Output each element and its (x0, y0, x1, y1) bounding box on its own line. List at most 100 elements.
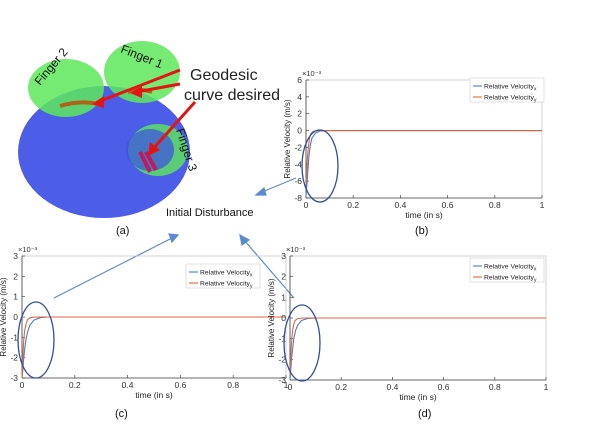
x-tick-label: 1 (540, 200, 545, 210)
x-axis-label: time (in s) (399, 392, 436, 402)
x-tick-label: 0.6 (174, 380, 186, 390)
arrow-head-3 (148, 142, 160, 156)
y-tick-label: -1 (278, 334, 286, 344)
arrow-b-to-label (261, 177, 297, 193)
legend-entry-y: Relative Velocityy (484, 275, 537, 284)
x-axis-label: time (in s) (135, 390, 172, 400)
series-line-velocity-y (21, 316, 286, 379)
arrow-line-3 (150, 100, 197, 152)
legend-entry-y: Relative Velocityy (200, 281, 253, 290)
y-tick-label: -3 (278, 375, 286, 385)
y-exponent-label: ×10⁻³ (302, 69, 322, 78)
arrow-head-2 (130, 86, 142, 98)
series-line-velocity-y (305, 130, 542, 185)
y-tick-label: 1 (13, 292, 18, 302)
x-tick-label: 0.6 (438, 382, 450, 392)
legend-entry-x: Relative Velocityx (484, 264, 537, 273)
legend-subscript-x: x (534, 267, 537, 273)
y-tick-label: 0 (13, 312, 18, 322)
geodesic-annotation-line-2: curve desired (184, 87, 280, 104)
legend-box (469, 257, 545, 283)
y-exponent-label: ×10⁻³ (286, 245, 306, 254)
y-tick-label: -2 (278, 354, 286, 364)
arrow-c-to-label (53, 237, 173, 299)
legend-subscript-y: y (250, 284, 253, 290)
y-axis-label: Relative Velocity (m/s) (0, 277, 8, 356)
series-line-velocity-y (289, 317, 546, 376)
y-axis-label: Relative Velocity (m/s) (267, 278, 276, 357)
legend-box (469, 77, 545, 103)
chart-c: 0 0.2 0.4 0.6 0.8 1 3 2 1 0 -1 -2 -3 ×10⁻³ time (in s)… (0, 245, 289, 400)
y-tick-label: 3 (13, 251, 18, 261)
disturbance-highlight-c (17, 301, 55, 379)
x-tick-label: 0.6 (442, 200, 454, 210)
finger-2-sphere (28, 59, 104, 117)
object-sphere (18, 86, 190, 218)
y-tick-label: 4 (297, 92, 302, 102)
disturbance-highlight-d (283, 304, 321, 382)
x-tick-label: 0.4 (386, 382, 398, 392)
y-tick-label: -3 (10, 373, 18, 383)
legend-entry-x: Relative Velocityx (200, 270, 253, 279)
panel-label-a: (a) (116, 225, 129, 237)
x-tick-label: 0.8 (227, 380, 239, 390)
series-line-velocity-x (21, 316, 286, 379)
legend-subscript-y: y (534, 98, 537, 104)
y-tick-label: -1 (10, 332, 18, 342)
y-tick-label: 2 (13, 271, 18, 281)
x-tick-label: 0.4 (122, 380, 134, 390)
panel-label-d: (d) (418, 408, 431, 420)
arrow-head-1 (92, 96, 104, 108)
y-tick-label: 0 (281, 313, 286, 323)
arrow-b-to-label-head (254, 186, 267, 196)
y-axis-label: Relative Velocity (m/s) (283, 99, 292, 178)
legend-subscript-x: x (250, 273, 253, 279)
connector-arrows (53, 177, 297, 299)
y-tick-label: -2 (10, 353, 18, 363)
panel-label-b: (b) (415, 225, 428, 237)
y-tick-label: 1 (281, 292, 286, 302)
geodesic-annotation-line-1: Geodesic (190, 67, 258, 84)
x-tick-label: 0 (304, 200, 309, 210)
y-tick-label: 2 (297, 109, 302, 119)
y-tick-label: 2 (281, 272, 286, 282)
legend-subscript-y: y (534, 278, 537, 284)
series-line-velocity-x (289, 317, 546, 381)
chart-b: 0 0.2 0.4 0.6 0.8 1 6 4 2 0 -2 -4 -6 -8 ×10⁻³ time (in … (283, 69, 545, 220)
disturbance-highlight-b (301, 129, 339, 203)
x-axis-label: time (in s) (405, 210, 442, 220)
x-tick-label: 1 (544, 382, 549, 392)
geodesic-curve-finger-3 (138, 151, 158, 173)
x-tick-label: 0.8 (489, 382, 501, 392)
y-exponent-label: ×10⁻³ (18, 245, 38, 254)
x-tick-label: 0.8 (489, 200, 501, 210)
y-tick-label: -6 (294, 176, 302, 186)
x-tick-label: 0.2 (335, 382, 347, 392)
arrow-line-2 (135, 82, 181, 94)
arrow-c-to-label-head (168, 233, 180, 244)
y-tick-label: -2 (294, 142, 302, 152)
x-tick-label: 1 (284, 380, 289, 390)
panel-label-c: (c) (115, 408, 128, 420)
y-tick-label: 3 (281, 251, 286, 261)
y-tick-label: -8 (294, 193, 302, 203)
legend-subscript-x: x (534, 87, 537, 93)
x-tick-label: 0 (288, 382, 293, 392)
arrow-d-to-label-head (239, 233, 251, 247)
x-tick-label: 0 (20, 380, 25, 390)
x-tick-label: 0.4 (394, 200, 406, 210)
y-tick-label: -4 (294, 159, 302, 169)
x-tick-label: 0.2 (69, 380, 81, 390)
grasp-illustration: Finger 2 Finger 1 Finger 3 Geodesic curv… (18, 41, 280, 218)
series-line-velocity-x (305, 130, 542, 197)
y-tick-label: 0 (297, 126, 302, 136)
arrow-line-1 (97, 68, 181, 104)
legend-box (185, 263, 261, 289)
y-tick-label: 6 (297, 75, 302, 85)
x-tick-label: 0.2 (347, 200, 359, 210)
legend-entry-y: Relative Velocityy (484, 95, 537, 104)
initial-disturbance-label: Initial Disturbance (166, 207, 253, 219)
legend-entry-x: Relative Velocityx (484, 84, 537, 93)
